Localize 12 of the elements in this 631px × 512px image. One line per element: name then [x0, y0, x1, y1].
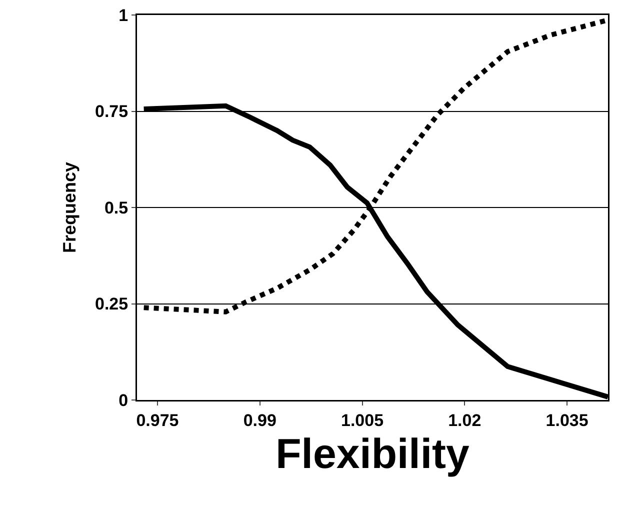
- y-tick-label: 0.5: [104, 198, 128, 218]
- x-tick-label: 1.035: [546, 410, 588, 430]
- x-axis-title: Flexibility: [276, 430, 470, 477]
- x-tick-label: 1.02: [448, 410, 482, 430]
- x-tick-label: 1.005: [340, 410, 384, 430]
- y-tick-label: 0: [118, 390, 128, 410]
- x-tick-label: 0.99: [243, 410, 276, 430]
- y-tick-label: 1: [118, 6, 128, 25]
- y-tick-label: 0.75: [95, 102, 128, 122]
- y-tick-label: 0.25: [95, 294, 128, 314]
- y-axis-title: Frequency: [59, 162, 80, 254]
- x-tick-label: 0.975: [136, 410, 179, 430]
